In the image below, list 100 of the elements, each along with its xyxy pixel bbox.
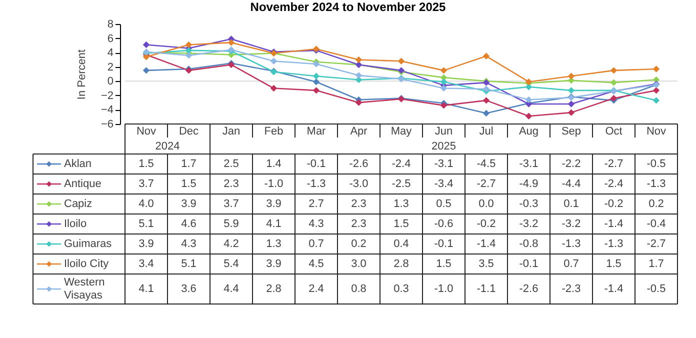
legend-label: Aklan bbox=[64, 158, 92, 170]
legend-label: Guimaras bbox=[64, 238, 112, 250]
point bbox=[482, 110, 490, 117]
data-label: 5.1 bbox=[138, 218, 154, 230]
point bbox=[610, 67, 618, 74]
data-label: 1.5 bbox=[181, 178, 196, 190]
data-label: -3.2 bbox=[519, 218, 538, 230]
x-tick-label: May bbox=[390, 126, 412, 138]
data-label: 0.1 bbox=[564, 198, 579, 210]
data-label: 4.2 bbox=[224, 238, 239, 250]
data-label: -0.5 bbox=[646, 158, 666, 170]
legend-label: Iloilo bbox=[64, 218, 87, 230]
y-axis-title: In Percent bbox=[76, 49, 88, 100]
x-tick-label: Oct bbox=[605, 126, 622, 138]
data-label: 1.4 bbox=[266, 158, 282, 170]
data-label: -3.1 bbox=[434, 158, 454, 170]
point bbox=[482, 97, 490, 104]
data-label: 0.3 bbox=[394, 283, 409, 295]
data-label: -3.4 bbox=[434, 178, 454, 190]
x-tick-label: Nov bbox=[136, 126, 157, 138]
data-label: -1.0 bbox=[434, 283, 454, 295]
data-label: -3.2 bbox=[562, 218, 581, 230]
data-label: 3.5 bbox=[478, 258, 494, 270]
data-label: -0.2 bbox=[604, 198, 624, 210]
data-label: 0.7 bbox=[564, 258, 579, 270]
data-label: 1.5 bbox=[436, 258, 452, 270]
chart-title: November 2024 to November 2025 bbox=[250, 0, 446, 14]
point bbox=[482, 52, 490, 60]
point bbox=[610, 94, 618, 102]
data-label: -4.4 bbox=[562, 178, 581, 190]
point bbox=[440, 67, 448, 74]
y-tick-label: 6 bbox=[107, 32, 114, 45]
data-label: -2.4 bbox=[392, 158, 411, 170]
x-tick-label: Nov bbox=[646, 126, 667, 138]
point bbox=[142, 67, 150, 74]
data-label: 1.5 bbox=[138, 158, 154, 170]
point bbox=[610, 79, 618, 86]
data-label: 4.1 bbox=[138, 283, 154, 295]
x-tick-label: Mar bbox=[306, 126, 326, 138]
y-tick-label: 0 bbox=[107, 76, 114, 88]
data-label: -4.9 bbox=[519, 178, 538, 190]
data-label: -2.2 bbox=[562, 158, 581, 170]
data-label: 3.9 bbox=[266, 198, 282, 210]
data-label: -2.7 bbox=[604, 158, 624, 170]
text: 2025 bbox=[432, 140, 456, 152]
data-label: 0.5 bbox=[436, 198, 452, 210]
data-label: 4.3 bbox=[181, 238, 196, 250]
legend-label: Antique bbox=[64, 178, 102, 190]
data-label: 2.5 bbox=[224, 158, 239, 170]
legend-label: Capiz bbox=[64, 198, 92, 210]
point bbox=[355, 99, 362, 106]
point bbox=[228, 39, 235, 46]
data-label: 2.8 bbox=[266, 283, 282, 295]
x-tick-label: Aug bbox=[518, 126, 539, 138]
data-label: 4.1 bbox=[266, 218, 282, 230]
data-label: -0.4 bbox=[646, 218, 666, 230]
data-label: 1.3 bbox=[394, 198, 409, 210]
x-tick-label: Jun bbox=[434, 126, 453, 138]
data-label: 3.7 bbox=[224, 198, 239, 210]
data-label: -4.5 bbox=[476, 158, 496, 170]
data-label: -0.1 bbox=[519, 258, 538, 270]
y-tick-label: −4 bbox=[100, 104, 114, 116]
data-label: -2.5 bbox=[392, 178, 411, 190]
data-label: 1.5 bbox=[394, 218, 409, 230]
data-label: -2.4 bbox=[604, 178, 624, 190]
point bbox=[440, 78, 448, 86]
data-label: 2.3 bbox=[351, 218, 366, 230]
data-label: 5.4 bbox=[224, 258, 239, 270]
point bbox=[270, 58, 278, 64]
point bbox=[398, 58, 405, 64]
data-label: -0.2 bbox=[476, 218, 496, 230]
legend-label: Iloilo City bbox=[64, 258, 110, 270]
data-label: -0.3 bbox=[519, 198, 538, 210]
point bbox=[652, 87, 660, 94]
point bbox=[312, 87, 320, 94]
data-label: 4.6 bbox=[181, 218, 196, 230]
point bbox=[568, 87, 575, 94]
point bbox=[525, 112, 532, 120]
data-label: -0.5 bbox=[646, 283, 666, 295]
point bbox=[652, 66, 660, 72]
data-label: 2.8 bbox=[394, 258, 409, 270]
data-label: 0.7 bbox=[308, 238, 324, 250]
data-label: -2.7 bbox=[476, 178, 496, 190]
data-label: 3.4 bbox=[138, 258, 154, 270]
data-label: 5.1 bbox=[181, 258, 196, 270]
y-tick-label: −6 bbox=[100, 118, 114, 130]
point bbox=[525, 96, 532, 104]
data-label: 5.9 bbox=[224, 218, 239, 230]
data-label: -1.1 bbox=[476, 283, 496, 295]
x-tick-label: Dec bbox=[178, 126, 200, 138]
data-label: 1.3 bbox=[266, 238, 282, 250]
data-label: -2.7 bbox=[646, 238, 666, 250]
data-label: 4.5 bbox=[308, 258, 324, 270]
point bbox=[440, 84, 448, 92]
x-tick-label: Feb bbox=[264, 126, 284, 138]
data-label: -0.8 bbox=[519, 238, 538, 250]
data-label: 3.9 bbox=[138, 238, 154, 250]
data-label: 0.4 bbox=[394, 238, 409, 250]
data-label: -1.4 bbox=[604, 218, 624, 230]
data-label: -3.0 bbox=[349, 178, 368, 190]
